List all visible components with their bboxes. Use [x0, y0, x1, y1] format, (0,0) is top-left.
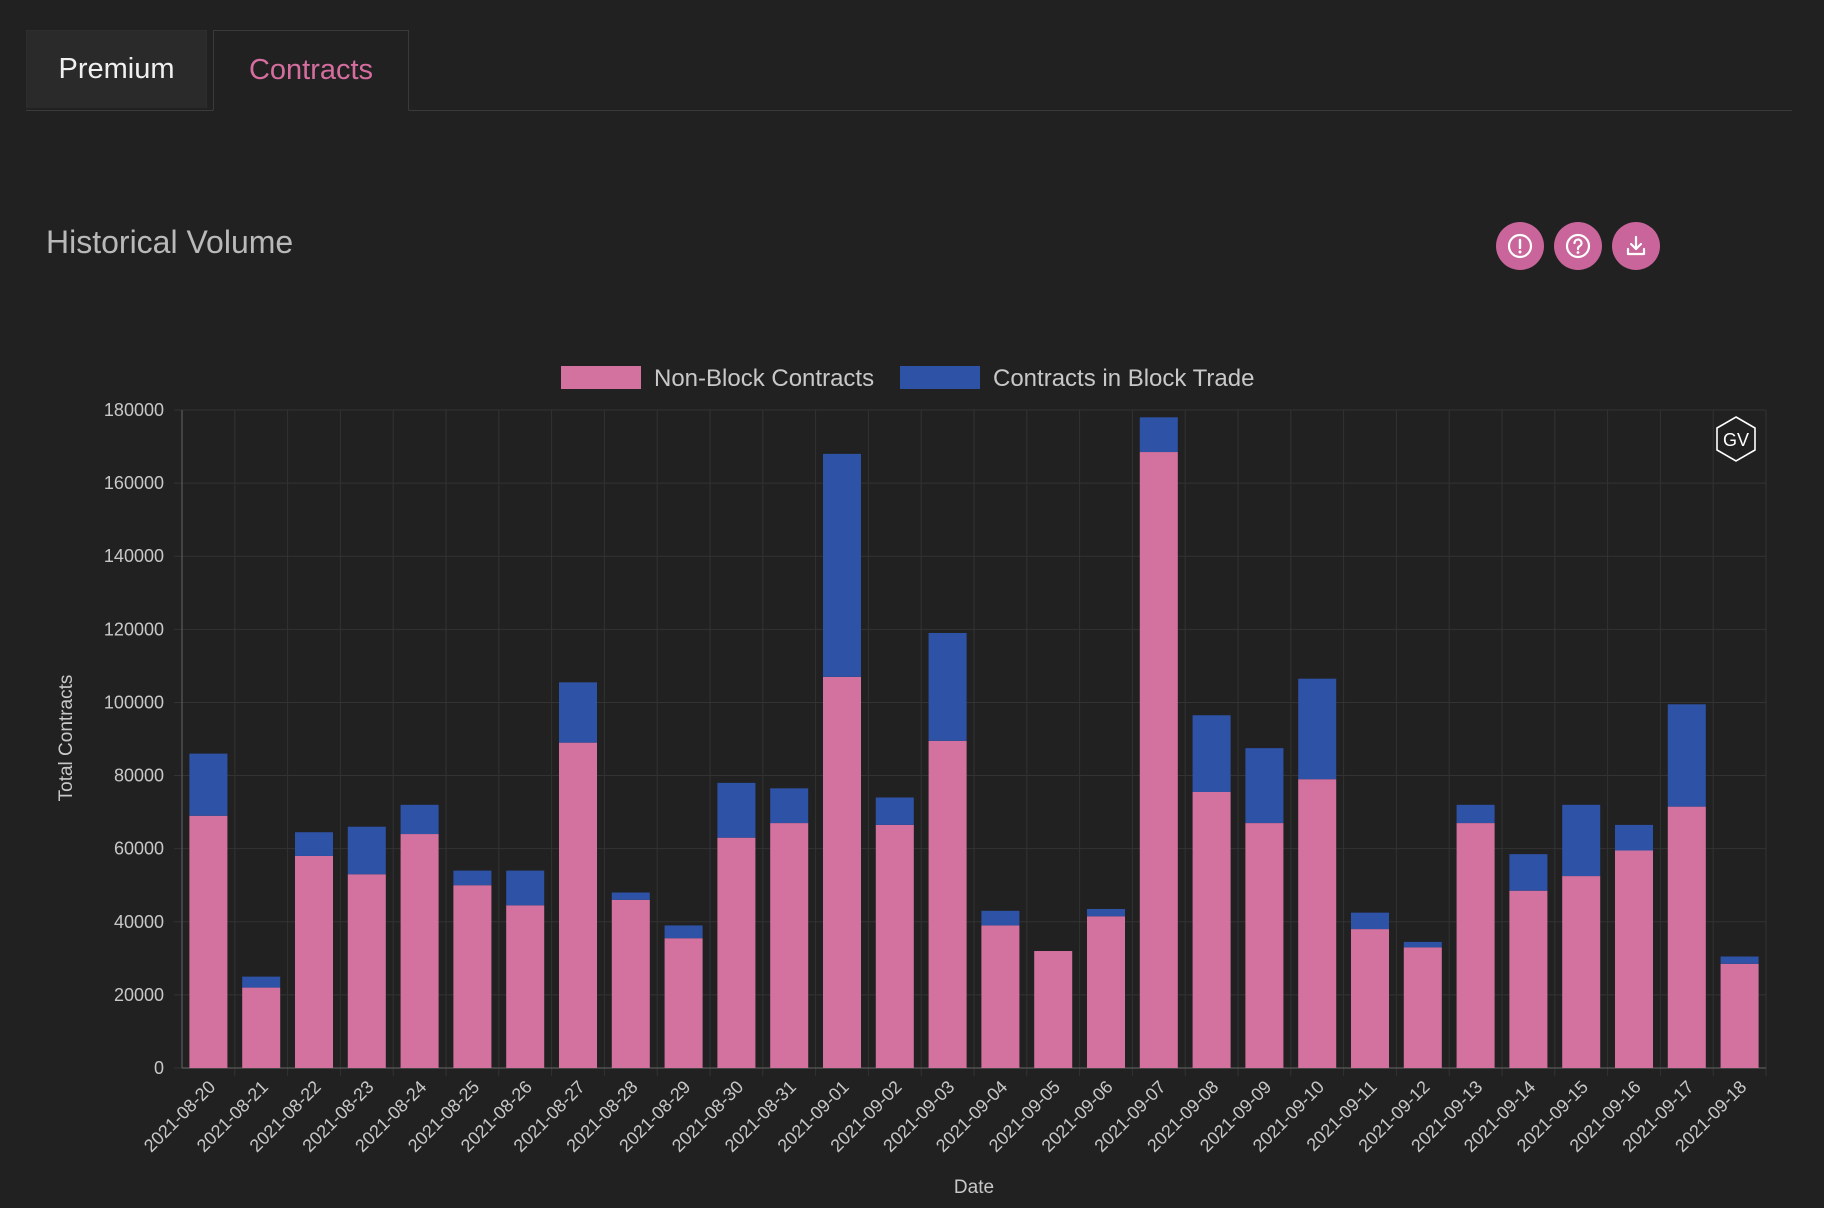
bar-block-trade[interactable] [558, 682, 598, 743]
bar-block-trade[interactable] [1245, 748, 1284, 824]
bar-non-block[interactable] [664, 938, 703, 1068]
bar-non-block[interactable] [453, 885, 492, 1068]
legend-swatch-block-trade[interactable] [900, 366, 980, 389]
download-icon [1626, 235, 1646, 256]
x-axis-label: Date [954, 1177, 994, 1198]
bar-non-block[interactable] [875, 824, 914, 1068]
bar-non-block[interactable] [1350, 929, 1390, 1068]
bar-block-trade[interactable] [1456, 804, 1495, 824]
chart-legend[interactable]: Non-Block Contracts Contracts in Block Tr… [561, 365, 1254, 392]
info-button[interactable] [1496, 222, 1544, 270]
bar-block-trade[interactable] [1403, 941, 1442, 948]
bar-non-block[interactable] [1192, 792, 1231, 1068]
bar-block-trade[interactable] [1350, 912, 1390, 930]
bar-block-trade[interactable] [1192, 715, 1231, 793]
bar-block-trade[interactable] [611, 892, 650, 900]
bar-block-trade[interactable] [189, 753, 228, 816]
bar-block-trade[interactable] [1298, 678, 1337, 780]
bar-block-trade[interactable] [1509, 854, 1548, 891]
bar-non-block[interactable] [506, 905, 545, 1068]
bar-non-block[interactable] [1034, 951, 1073, 1068]
legend-label-non-block[interactable]: Non-Block Contracts [654, 365, 874, 392]
tab-premium[interactable]: Premium [26, 30, 207, 108]
help-icon [1565, 233, 1591, 259]
bar-non-block[interactable] [1667, 806, 1706, 1068]
bar-block-trade[interactable] [981, 910, 1020, 926]
bar-non-block[interactable] [1509, 890, 1548, 1068]
bar-block-trade[interactable] [294, 832, 334, 856]
bar-block-trade[interactable] [506, 870, 545, 906]
bar-block-trade[interactable] [770, 788, 809, 824]
bar-non-block[interactable] [1562, 876, 1601, 1068]
y-tick-label: 120000 [104, 619, 164, 639]
stacked-bar-chart: 0 20000 40000 60000 80000 100000 120000 140000 1… [56, 365, 1767, 1198]
bar-non-block[interactable] [1086, 916, 1126, 1068]
bar-block-trade[interactable] [1086, 908, 1126, 917]
bar-non-block[interactable] [400, 834, 439, 1068]
bar-block-trade[interactable] [400, 804, 439, 835]
bar-non-block[interactable] [928, 740, 967, 1068]
y-tick-label: 140000 [104, 546, 164, 566]
bar-block-trade[interactable] [347, 826, 386, 875]
x-axis-ticks: 2021-08-202021-08-212021-08-222021-08-23… [140, 1077, 1750, 1156]
bar-non-block[interactable] [1720, 963, 1759, 1068]
help-button[interactable] [1554, 222, 1602, 270]
y-tick-label: 20000 [114, 985, 164, 1005]
bar-non-block[interactable] [770, 823, 809, 1068]
y-tick-label: 180000 [104, 400, 164, 420]
bar-block-trade[interactable] [1139, 417, 1178, 453]
bar-non-block[interactable] [347, 874, 386, 1068]
bar-block-trade[interactable] [928, 632, 967, 741]
bar-non-block[interactable] [1614, 850, 1654, 1068]
bar-non-block[interactable] [822, 676, 862, 1068]
chart-grid [174, 409, 1767, 1076]
y-tick-label: 0 [154, 1058, 164, 1078]
tab-bar: Premium Contracts [26, 30, 1792, 111]
y-tick-label: 40000 [114, 912, 164, 932]
bar-block-trade[interactable] [875, 797, 914, 825]
watermark-text: GV [1723, 430, 1749, 450]
tab-contracts[interactable]: Contracts [213, 30, 409, 111]
y-tick-label: 80000 [114, 766, 164, 786]
y-tick-label: 60000 [114, 839, 164, 859]
bar-block-trade[interactable] [1720, 956, 1759, 964]
y-axis-ticks: 0 20000 40000 60000 80000 100000 120000 140000 1… [104, 400, 164, 1078]
bar-block-trade[interactable] [242, 976, 281, 988]
bar-non-block[interactable] [1456, 823, 1495, 1068]
bar-block-trade[interactable] [1614, 824, 1654, 851]
bar-non-block[interactable] [1245, 823, 1284, 1068]
bar-non-block[interactable] [611, 899, 650, 1068]
bar-non-block[interactable] [294, 855, 334, 1068]
bar-non-block[interactable] [1403, 947, 1442, 1068]
bar-non-block[interactable] [981, 925, 1020, 1068]
bar-block-trade[interactable] [1667, 704, 1706, 807]
watermark-logo: GV [1716, 416, 1756, 462]
bar-non-block[interactable] [717, 837, 756, 1068]
bar-non-block[interactable] [1139, 452, 1178, 1068]
y-tick-label: 160000 [104, 473, 164, 493]
chart-title: Historical Volume [46, 224, 294, 260]
legend-swatch-non-block[interactable] [561, 366, 641, 389]
download-button[interactable] [1612, 222, 1660, 270]
bar-block-trade[interactable] [1562, 804, 1601, 877]
bar-block-trade[interactable] [822, 453, 862, 677]
bar-block-trade[interactable] [717, 782, 756, 838]
bar-non-block[interactable] [242, 987, 281, 1068]
bar-block-trade[interactable] [664, 925, 703, 939]
bar-non-block[interactable] [558, 742, 598, 1068]
y-axis-label: Total Contracts [56, 675, 77, 802]
y-tick-label: 100000 [104, 692, 164, 712]
alert-icon [1507, 233, 1533, 259]
chart-bars [189, 417, 1759, 1068]
bar-block-trade[interactable] [453, 870, 492, 886]
legend-label-block-trade[interactable]: Contracts in Block Trade [993, 365, 1254, 392]
bar-non-block[interactable] [189, 815, 228, 1068]
bar-non-block[interactable] [1298, 779, 1337, 1068]
